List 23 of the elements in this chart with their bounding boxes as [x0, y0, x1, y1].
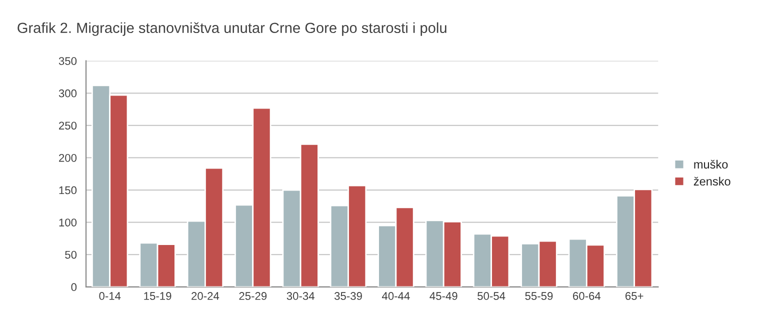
x-tick-label: 45-49	[430, 292, 458, 300]
x-tick-label: 65+	[625, 292, 644, 300]
x-tick-label: 0-14	[99, 292, 121, 300]
x-tick-label: 60-64	[573, 292, 601, 300]
legend-label: muško	[694, 160, 728, 169]
x-tick-label: 30-34	[286, 292, 314, 300]
chart-title: Grafik 2. Migracije stanovništva unutar Crne Gore po starosti i polu	[18, 22, 446, 36]
legend-label: žensko	[694, 176, 730, 186]
x-tick-label: 20-24	[192, 292, 220, 300]
y-tick-label: 300	[58, 89, 77, 98]
x-tick-label: 25-29	[239, 292, 267, 300]
y-tick-label: 50	[65, 250, 77, 259]
y-tick-label: 200	[59, 154, 77, 162]
x-tick-label: 55-59	[525, 292, 553, 300]
x-tick-label: 15-19	[144, 292, 172, 300]
x-tick-label: 35-39	[334, 292, 362, 300]
y-tick-label: 100	[59, 218, 77, 226]
y-tick-label: 250	[59, 122, 77, 130]
x-tick-label: 50-54	[478, 292, 506, 300]
y-tick-label: 150	[59, 186, 77, 194]
y-tick-label: 350	[58, 57, 77, 65]
x-tick-label: 40-44	[382, 292, 410, 300]
y-tick-label: 0	[71, 283, 77, 292]
